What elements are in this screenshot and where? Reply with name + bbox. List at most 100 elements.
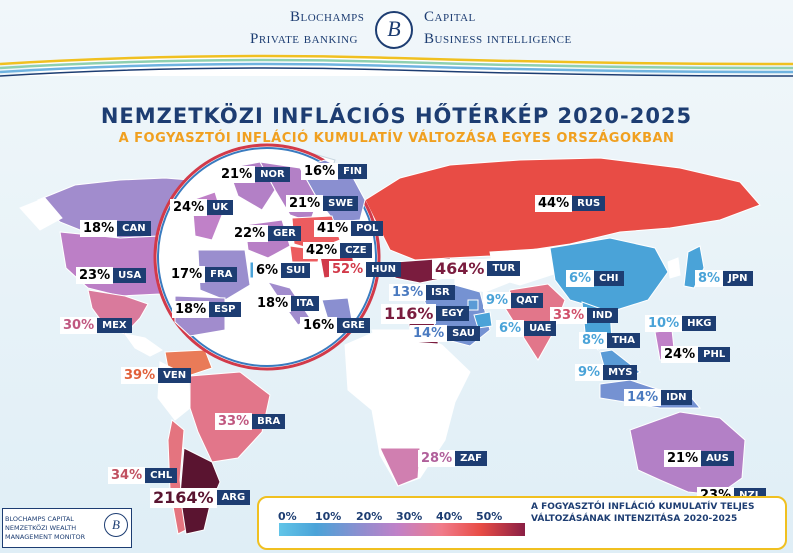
code-mex: MEX <box>97 318 132 333</box>
code-can: CAN <box>117 221 151 236</box>
value-swe: 21% <box>286 195 324 212</box>
code-arg: ARG <box>216 490 251 505</box>
label-idn: 14% IDN <box>624 389 692 406</box>
code-uk: UK <box>207 200 233 215</box>
code-jpn: JPN <box>723 271 753 286</box>
value-pol: 41% <box>314 220 352 237</box>
page-subtitle: A FOGYASZTÓI INFLÁCIÓ KUMULATÍV VÁLTOZÁS… <box>118 131 675 146</box>
code-gre: GRE <box>337 318 370 333</box>
label-bra: 33% BRA <box>215 413 286 430</box>
legend-tick-0: 0% <box>278 510 297 523</box>
label-jpn: 8% JPN <box>695 270 753 287</box>
value-jpn: 8% <box>695 270 724 287</box>
code-phl: PHL <box>698 347 731 362</box>
label-cze: 42% CZE <box>303 242 372 259</box>
label-zaf: 28% ZAF <box>418 450 487 467</box>
legend-caption: A FOGYASZTÓI INFLÁCIÓ KUMULATÍV TELJES V… <box>531 502 755 524</box>
label-sau: 14% SAU <box>410 325 480 342</box>
label-nor: 21% NOR <box>218 166 290 183</box>
label-gre: 16% GRE <box>300 317 370 334</box>
code-chl: CHL <box>145 468 178 483</box>
value-esp: 18% <box>172 301 210 318</box>
value-mys: 9% <box>575 364 604 381</box>
label-aus: 21% AUS <box>664 450 734 467</box>
label-uae: 6% UAE <box>496 320 557 337</box>
code-sui: SUI <box>281 263 311 278</box>
label-ind: 33% IND <box>550 307 618 324</box>
label-hkg: 10% HKG <box>645 315 717 332</box>
code-swe: SWE <box>323 196 359 211</box>
value-ita: 18% <box>254 295 292 312</box>
value-sau: 14% <box>410 325 448 342</box>
value-ven: 39% <box>121 367 159 384</box>
code-uae: UAE <box>524 321 557 336</box>
label-egy: 116% EGY <box>381 303 469 324</box>
value-nor: 21% <box>218 166 256 183</box>
brand-name-right: Capital <box>424 9 476 25</box>
label-esp: 18% ESP <box>172 301 241 318</box>
value-uk: 24% <box>170 199 208 216</box>
label-phl: 24% PHL <box>661 346 731 363</box>
brand-tagline-left: Private banking <box>250 31 359 47</box>
legend-tick-20: 20% <box>356 510 383 523</box>
code-aus: AUS <box>701 451 734 466</box>
code-usa: USA <box>113 268 147 283</box>
region-uae <box>473 311 493 329</box>
code-ita: ITA <box>291 296 319 311</box>
value-qat: 9% <box>483 292 512 309</box>
value-hkg: 10% <box>645 315 683 332</box>
label-sui: 6% SUI <box>253 262 311 279</box>
page-title: NEMZETKÖZI INFLÁCIÓS HŐTÉRKÉP 2020-2025 <box>100 104 693 128</box>
legend-tick-50: 50% <box>476 510 503 523</box>
value-hun: 52% <box>329 261 367 278</box>
label-usa: 23% USA <box>76 267 147 284</box>
header-ribbon <box>0 54 793 77</box>
label-ita: 18% ITA <box>254 295 319 312</box>
value-idn: 14% <box>624 389 662 406</box>
value-fin: 16% <box>301 163 339 180</box>
value-rus: 44% <box>535 195 573 212</box>
label-isr: 13% ISR <box>389 284 455 301</box>
value-usa: 23% <box>76 267 114 284</box>
code-idn: IDN <box>661 390 692 405</box>
code-fra: FRA <box>205 267 238 282</box>
label-chi: 6% CHI <box>566 270 624 287</box>
code-chi: CHI <box>594 271 624 286</box>
code-ind: IND <box>587 308 618 323</box>
label-ven: 39% VEN <box>121 367 192 384</box>
value-fra: 17% <box>168 266 206 283</box>
label-mex: 30% MEX <box>60 317 132 334</box>
label-pol: 41% POL <box>314 220 384 237</box>
value-tur: 464% <box>432 258 488 279</box>
value-chl: 34% <box>108 467 146 484</box>
value-aus: 21% <box>664 450 702 467</box>
brand-tagline-right: Business intelligence <box>424 31 572 47</box>
code-fin: FIN <box>338 164 368 179</box>
value-bra: 33% <box>215 413 253 430</box>
footer-brand-text: BLOCHAMPS CAPITAL NEMZETKÖZI WEALTH MANA… <box>5 515 86 541</box>
value-cze: 42% <box>303 242 341 259</box>
code-tur: TUR <box>487 261 521 276</box>
value-ind: 33% <box>550 307 588 324</box>
code-ger: GER <box>268 226 301 241</box>
land-shape <box>19 197 63 231</box>
value-chi: 6% <box>566 270 595 287</box>
brand-name-left: Blochamps <box>290 9 365 25</box>
code-zaf: ZAF <box>455 451 487 466</box>
code-isr: ISR <box>426 285 455 300</box>
label-arg: 2164% ARG <box>150 487 251 508</box>
value-arg: 2164% <box>150 487 217 508</box>
label-fin: 16% FIN <box>301 163 368 180</box>
code-mys: MYS <box>603 365 638 380</box>
region-qat <box>467 299 479 311</box>
code-cze: CZE <box>340 243 372 258</box>
legend-tick-40: 40% <box>436 510 463 523</box>
code-sau: SAU <box>447 326 480 341</box>
land-shape <box>667 257 681 279</box>
code-ven: VEN <box>158 368 192 383</box>
value-tha: 8% <box>579 332 608 349</box>
code-qat: QAT <box>511 293 544 308</box>
code-nor: NOR <box>255 167 290 182</box>
code-hkg: HKG <box>682 316 717 331</box>
